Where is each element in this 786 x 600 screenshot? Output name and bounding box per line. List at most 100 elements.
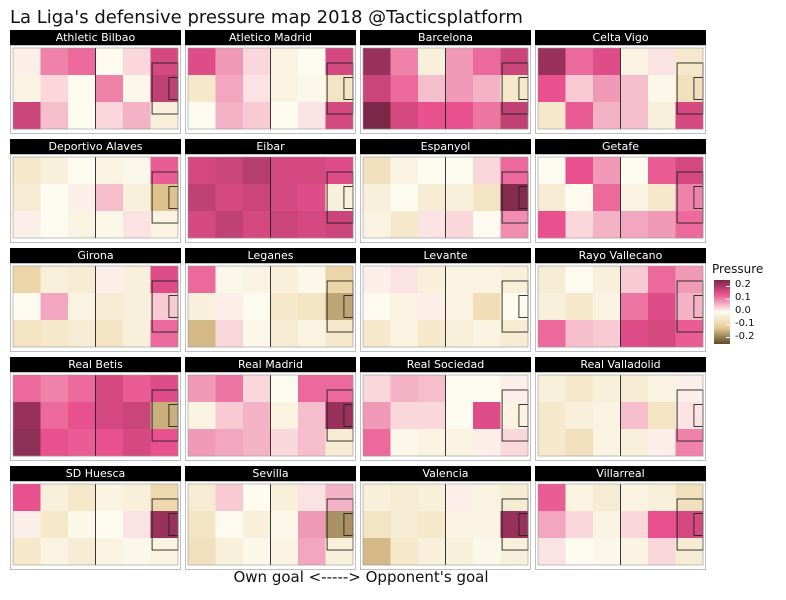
heatmap-cell: [363, 157, 391, 185]
heatmap-cell: [150, 75, 179, 103]
heatmap-cell: [418, 484, 446, 512]
heatmap-cell: [123, 48, 151, 76]
heatmap-cell: [648, 511, 676, 539]
heatmap-cell: [675, 157, 704, 185]
heatmap-cell: [565, 320, 594, 348]
heatmap-cell: [40, 511, 69, 539]
heatmap-cell: [445, 102, 474, 130]
heatmap-cell: [620, 211, 649, 239]
team-name-strip: Espanyol: [360, 139, 531, 154]
heatmap-cell: [445, 293, 474, 321]
heatmap-cell: [390, 375, 419, 403]
heatmap-cell: [390, 75, 419, 103]
heatmap-cell: [13, 538, 41, 566]
team-panel: Levante: [360, 248, 531, 352]
heatmap-cell: [363, 102, 391, 130]
team-panel: Girona: [10, 248, 181, 352]
heatmap-cell: [243, 538, 271, 566]
heatmap-cell: [325, 293, 354, 321]
legend-tick-label: 0.1: [735, 292, 751, 304]
heatmap-cell: [95, 538, 124, 566]
heatmap-cell: [188, 293, 216, 321]
heatmap-cell: [215, 75, 244, 103]
heatmap-cell: [620, 48, 649, 76]
heatmap-cell: [325, 538, 354, 566]
heatmap-cell: [675, 102, 704, 130]
heatmap-cell: [123, 266, 151, 294]
heatmap-cell: [473, 48, 501, 76]
heatmap-cell: [270, 320, 299, 348]
heatmap-cell: [445, 157, 474, 185]
heatmap-cell: [648, 184, 676, 212]
heatmap-cell: [40, 75, 69, 103]
heatmap-cell: [13, 429, 41, 457]
heatmap-cell: [68, 484, 96, 512]
heatmap-cell: [500, 402, 529, 430]
team-panel: Real Sociedad: [360, 357, 531, 461]
heatmap-cell: [243, 184, 271, 212]
pitch-outline: [362, 47, 529, 130]
heatmap-cell: [325, 48, 354, 76]
heatmap-cell: [68, 48, 96, 76]
pitch-heatmap: [535, 481, 706, 570]
heatmap-cell: [95, 320, 124, 348]
team-panel: Espanyol: [360, 139, 531, 243]
heatmap-cell: [620, 157, 649, 185]
heatmap-cell: [325, 511, 354, 539]
heatmap-cell: [270, 429, 299, 457]
heatmap-cell: [215, 266, 244, 294]
heatmap-cell: [150, 102, 179, 130]
heatmap-cell: [648, 402, 676, 430]
heatmap-cell: [150, 402, 179, 430]
heatmap-cell: [363, 429, 391, 457]
heatmap-cell: [215, 402, 244, 430]
heatmap-cell: [298, 484, 326, 512]
heatmap-cell: [445, 511, 474, 539]
heatmap-cell: [593, 293, 621, 321]
heatmap-cell: [325, 484, 354, 512]
team-panel: Rayo Vallecano: [535, 248, 706, 352]
heatmap-cell: [675, 375, 704, 403]
heatmap-cell: [500, 102, 529, 130]
heatmap-cell: [68, 211, 96, 239]
pitch-outline: [362, 483, 529, 566]
heatmap-cell: [620, 511, 649, 539]
heatmap-cell: [363, 320, 391, 348]
heatmap-cell: [593, 511, 621, 539]
heatmap-cell: [123, 102, 151, 130]
heatmap-cell: [538, 320, 566, 348]
heatmap-cell: [123, 320, 151, 348]
heatmap-cell: [675, 75, 704, 103]
heatmap-cell: [363, 375, 391, 403]
heatmap-cell: [538, 402, 566, 430]
team-panel: Real Madrid: [185, 357, 356, 461]
heatmap-cell: [243, 75, 271, 103]
heatmap-cell: [390, 429, 419, 457]
heatmap-cell: [538, 484, 566, 512]
heatmap-cell: [390, 293, 419, 321]
heatmap-cell: [298, 320, 326, 348]
heatmap-cell: [538, 184, 566, 212]
heatmap-cell: [473, 75, 501, 103]
pitch-heatmap: [10, 45, 181, 134]
pitch-heatmap: [535, 154, 706, 243]
heatmap-cell: [123, 484, 151, 512]
pitch-outline: [187, 47, 354, 130]
heatmap-cell: [270, 402, 299, 430]
heatmap-cell: [500, 320, 529, 348]
heatmap-cell: [390, 402, 419, 430]
heatmap-cell: [40, 211, 69, 239]
heatmap-cell: [188, 266, 216, 294]
heatmap-cell: [270, 102, 299, 130]
heatmap-cell: [68, 511, 96, 539]
team-panel: Deportivo Alaves: [10, 139, 181, 243]
heatmap-cell: [675, 293, 704, 321]
heatmap-cell: [270, 75, 299, 103]
heatmap-cell: [298, 538, 326, 566]
heatmap-cell: [150, 157, 179, 185]
heatmap-cell: [243, 102, 271, 130]
heatmap-cell: [13, 293, 41, 321]
pitch-outline: [12, 47, 179, 130]
heatmap-cell: [593, 320, 621, 348]
legend-gradient: [714, 280, 730, 344]
